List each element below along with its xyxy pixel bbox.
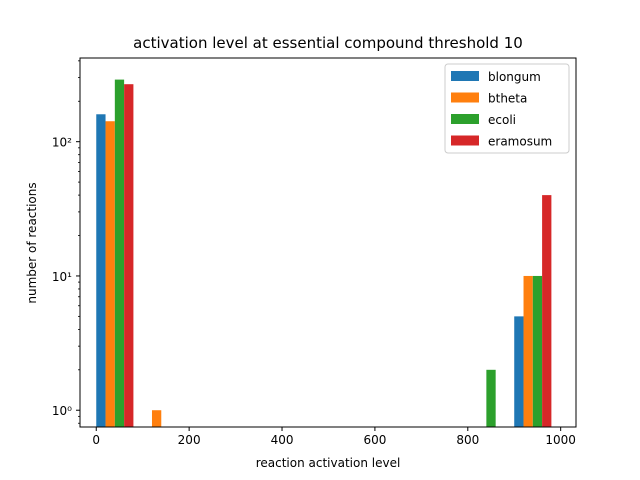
bars-group [96,79,552,428]
bar-ecoli [532,275,543,427]
legend: blongum btheta ecoli eramosum [444,63,570,154]
bar-blongum [96,114,106,427]
y-axis-ticks: 10⁰ 10¹ 10² [52,60,80,424]
y-tick-label: 10¹ [52,270,72,284]
legend-box [444,63,570,154]
x-tick-label: 0 [92,433,100,447]
bar-btheta [523,275,533,427]
legend-label-blongum: blongum [488,70,541,84]
bar-btheta [151,410,162,427]
legend-swatch-blongum [451,71,479,81]
legend-label-eramosum: eramosum [488,135,552,149]
bar-eramosum [542,195,552,427]
x-tick-label: 200 [178,433,201,447]
legend-swatch-btheta [451,92,479,103]
legend-swatch-ecoli [451,114,479,124]
bar-blongum [514,316,524,427]
legend-label-ecoli: ecoli [488,113,516,127]
legend-label-btheta: btheta [488,92,527,106]
bar-ecoli [114,79,125,428]
x-axis-ticks: 0 200 400 600 800 1000 [92,427,576,447]
legend-swatch-eramosum [451,135,479,146]
bar-eramosum [124,84,134,427]
x-tick-label: 600 [363,433,386,447]
y-axis-label: number of reactions [25,182,39,303]
x-tick-label: 1000 [545,433,576,447]
y-tick-label: 10² [52,136,72,150]
x-tick-label: 800 [456,433,479,447]
chart-title: activation level at essential compound t… [133,34,523,52]
x-tick-label: 400 [271,433,294,447]
bar-ecoli [486,369,496,427]
y-tick-label: 10⁰ [52,404,72,418]
bar-btheta [105,121,115,428]
plot-frame [79,57,577,428]
x-axis-label: reaction activation level [256,456,401,470]
